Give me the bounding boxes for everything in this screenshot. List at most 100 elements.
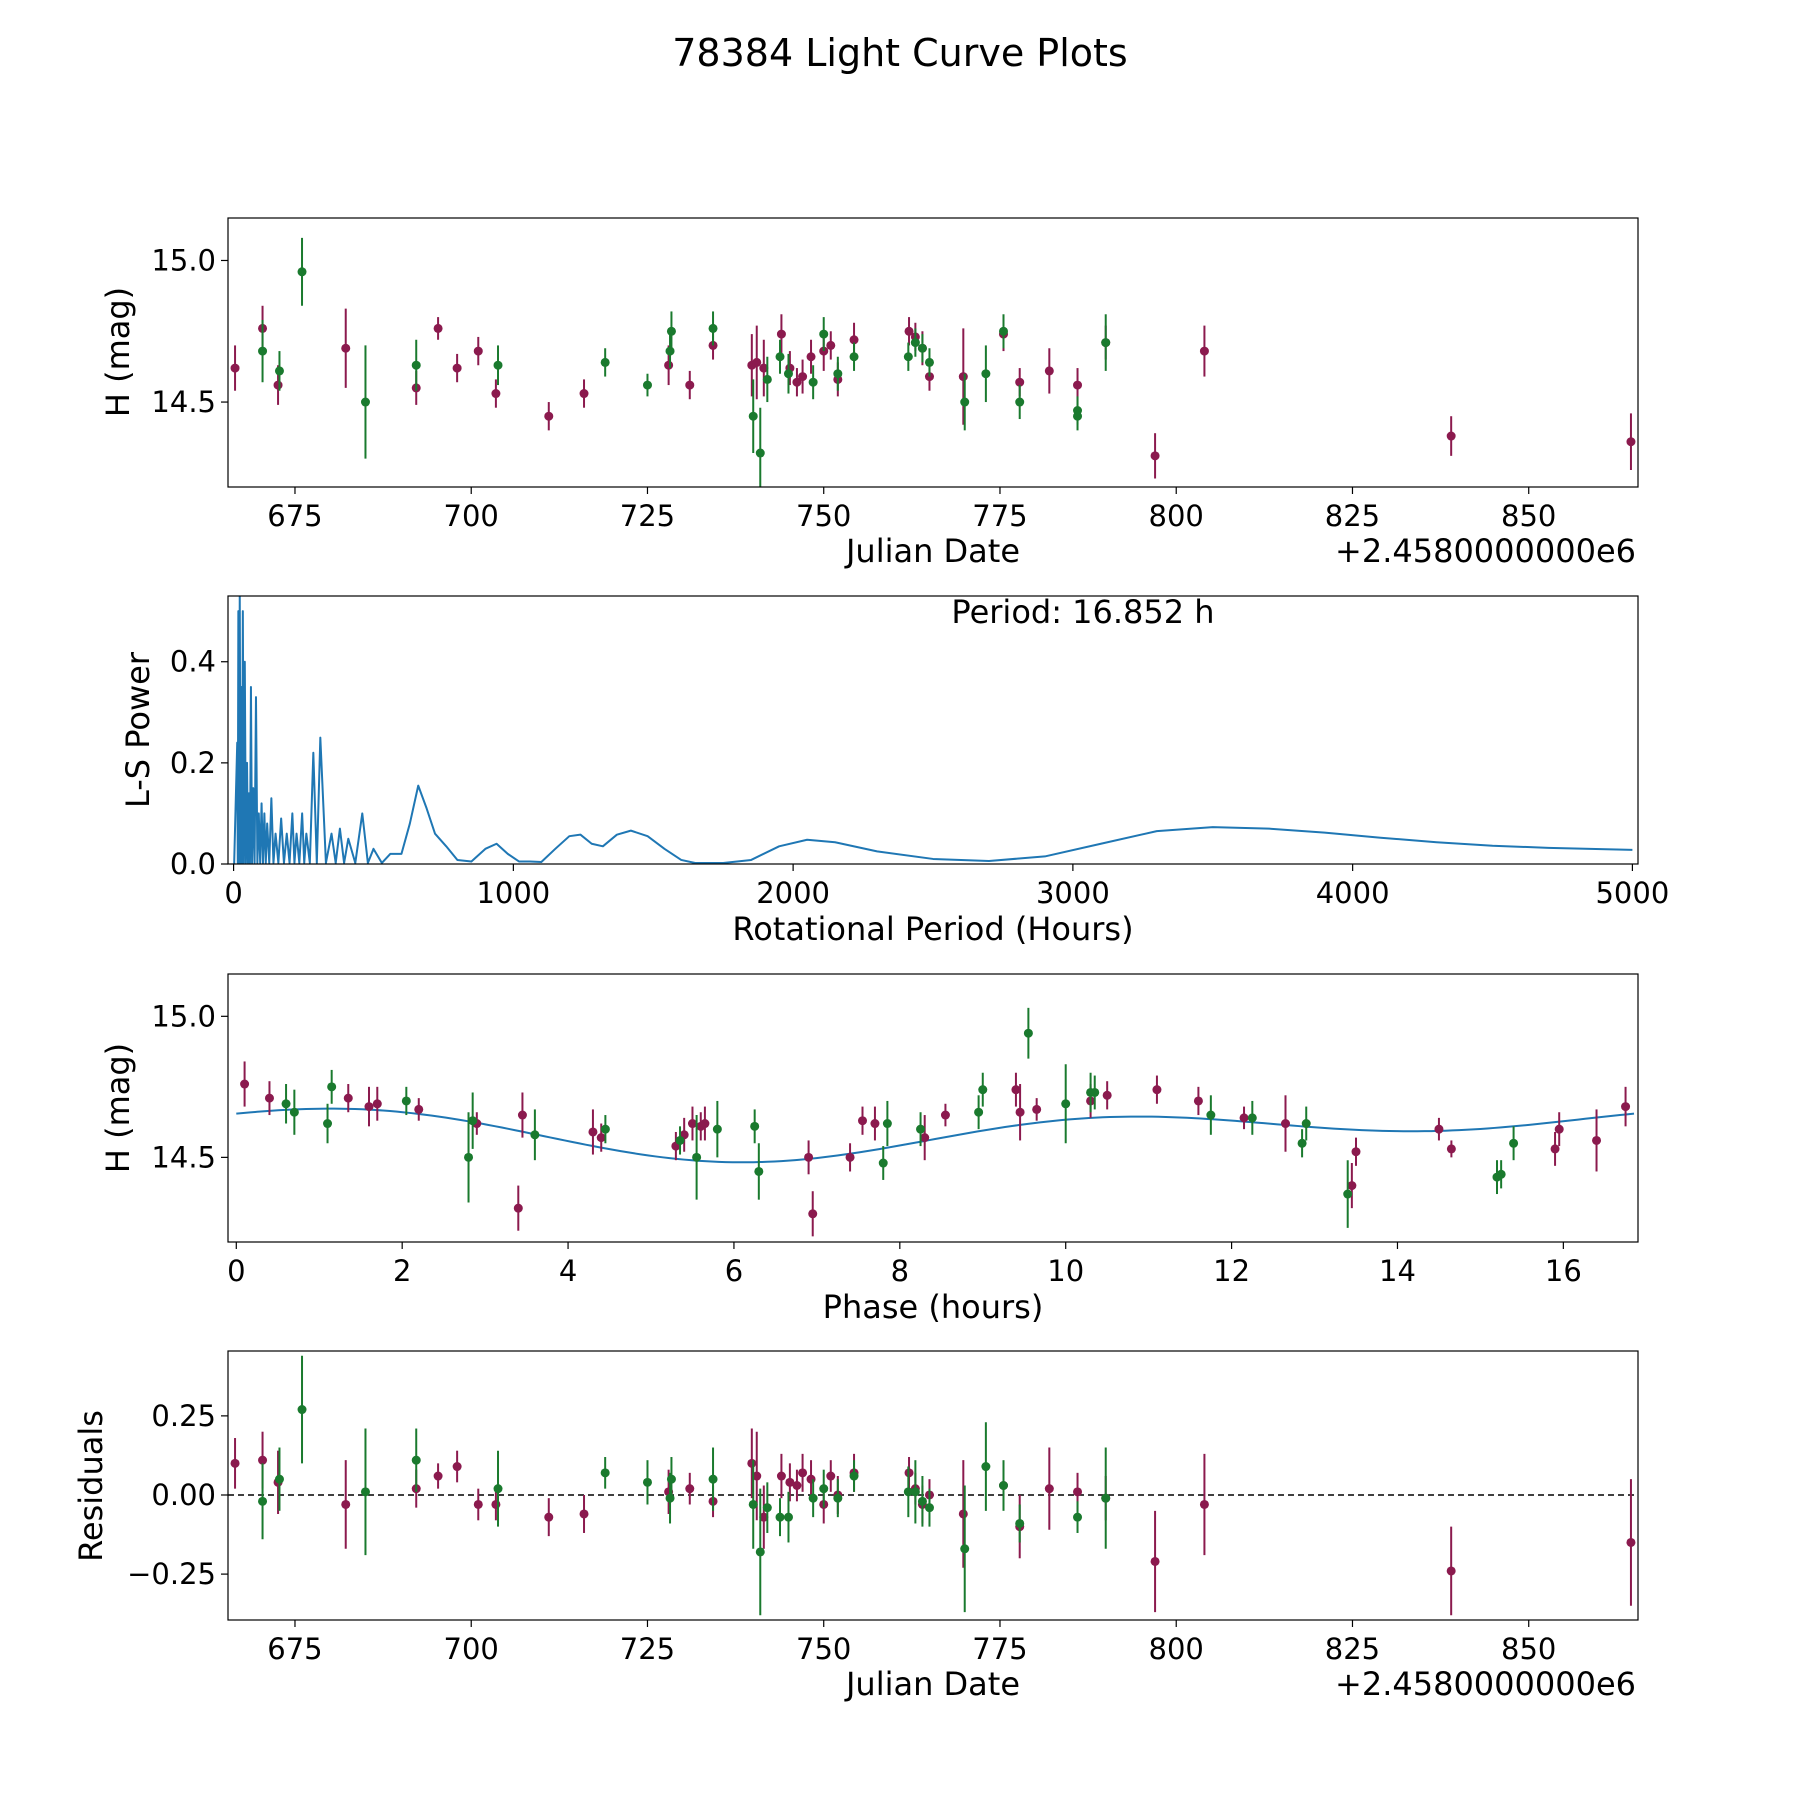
phased-curve-ticks: 0 2 4 6 8 10 12 14 16 14.5 15.0 [151,999,1581,1288]
data-point [958,372,968,382]
data-point [579,1509,589,1519]
x-tick-label: 825 [1325,499,1380,533]
data-point [808,1493,818,1503]
data-point [870,1119,880,1129]
data-point [1044,1484,1054,1494]
data-point [1150,451,1160,461]
phased-curve-panel: 0 2 4 6 8 10 12 14 16 14.5 15.0 Phase (hours) H (m… [99,973,1639,1326]
data-point [752,1471,762,1481]
data-point [273,380,283,390]
data-point [798,372,808,382]
data-point [666,1474,676,1484]
data-point [473,1499,483,1509]
data-point [642,1477,652,1487]
data-point [833,1493,843,1503]
x-tick-label: 825 [1325,1632,1380,1666]
x-tick-label: 725 [620,1632,675,1666]
data-point [762,374,772,384]
data-point [600,1468,610,1478]
data-point [665,1493,675,1503]
data-point [806,352,816,362]
data-point [544,411,554,421]
data-point [858,1116,867,1126]
residuals-ticks: 675 700 725 750 775 800 825 850 −0.25 0.00 0.25 [127,1399,1556,1666]
x-tick-label: 800 [1149,1632,1204,1666]
x-tick-label: 750 [796,499,851,533]
data-point [341,343,351,353]
data-point [750,1121,760,1131]
data-point [1206,1110,1216,1120]
data-point [433,323,443,333]
y-tick-label: 0.00 [151,1478,216,1512]
data-point [230,1458,240,1468]
x-tick-label: 14 [1379,1254,1416,1288]
data-point [755,448,765,458]
data-point [748,1499,758,1509]
data-point [360,397,370,407]
x-tick-label: 8 [891,1254,909,1288]
data-point [903,1487,913,1497]
x-tick-label: 0 [227,1254,245,1288]
residuals-panel: 675 700 725 750 775 800 825 850 −0.25 0.00 0.25 Ju… [72,1350,1639,1703]
data-point [401,1096,411,1106]
data-point [833,369,843,379]
data-point [1446,1144,1456,1154]
data-point [1152,1085,1162,1095]
data-point [692,1152,702,1162]
data-point [493,360,503,370]
data-point [978,1085,988,1095]
data-point [258,346,268,356]
data-point [544,1512,554,1522]
data-point [1434,1124,1444,1134]
data-point [1626,1537,1636,1547]
light-curve-offset-text: +2.4580000000e6 [1335,532,1636,570]
x-tick-label: 675 [267,499,322,533]
periodogram-ticks: 0 1000 2000 3000 4000 5000 0.0 0.2 0.4 [170,645,1669,910]
data-point [708,1474,718,1484]
data-point [981,369,991,379]
data-point [792,1481,802,1490]
data-point [579,389,589,399]
data-point [1044,366,1054,376]
data-point [999,326,1008,336]
x-tick-label: 750 [796,1632,851,1666]
light-curve-frame [227,217,1639,488]
phased-curve-y-label: H (mag) [99,1043,137,1173]
data-point [664,360,674,370]
data-point [414,1104,424,1114]
periodogram-marks [233,596,1633,864]
data-point [281,1099,291,1109]
data-point [700,1119,710,1129]
x-tick-label: 2000 [756,876,830,910]
data-point [712,1124,722,1134]
residuals-x-label: Julian Date [844,1665,1020,1703]
data-point [289,1107,299,1117]
x-tick-label: 725 [620,499,675,533]
x-tick-label: 775 [972,499,1027,533]
data-point [1150,1556,1160,1566]
data-point [1199,1499,1209,1509]
data-point [1297,1138,1307,1148]
residuals-marks [228,1355,1638,1616]
x-tick-label: 700 [444,1632,499,1666]
data-point [1015,1107,1025,1117]
data-point [258,1455,268,1465]
data-point [804,1152,814,1162]
data-point [666,326,676,336]
data-point [849,1471,859,1481]
data-point [999,1481,1008,1490]
data-point [1015,377,1025,387]
x-tick-label: 850 [1501,499,1556,533]
periodogram-panel: 0 1000 2000 3000 4000 5000 0.0 0.2 0.4 Period: 1… [119,593,1669,948]
x-tick-label: 16 [1545,1254,1582,1288]
data-point [491,1499,501,1509]
data-point [297,1405,307,1415]
data-point [491,389,501,399]
data-point [600,1124,610,1134]
y-tick-label: 14.5 [151,1140,216,1174]
data-point [240,1079,250,1089]
data-point [924,357,934,367]
data-point [274,1474,284,1484]
residuals-y-label: Residuals [72,1410,110,1562]
data-point [849,335,859,345]
